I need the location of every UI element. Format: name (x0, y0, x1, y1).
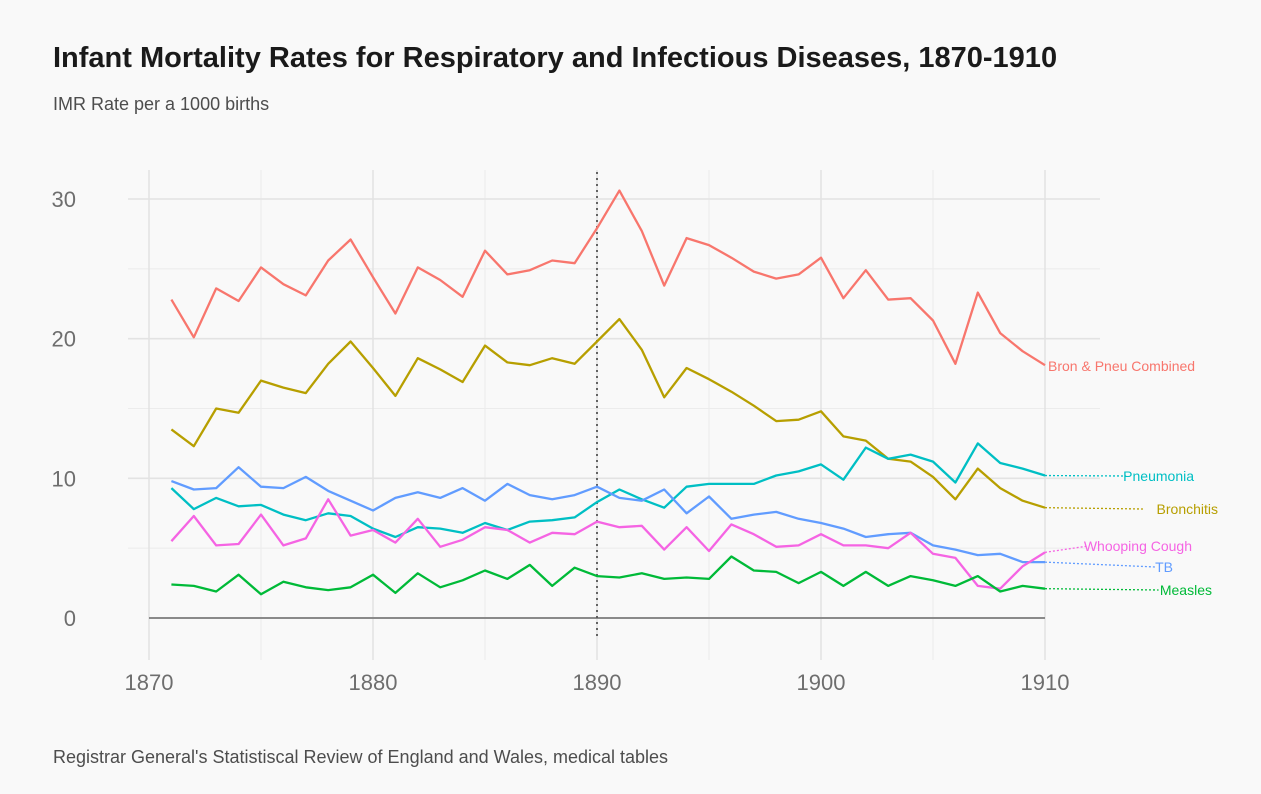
series-line-pneumonia (170, 442, 1046, 539)
series-line-bron-pneu-combined (170, 189, 1046, 367)
series-line-measles (171, 555, 1046, 596)
series-line-bronchitis (170, 317, 1046, 509)
x-tick-label-1910: 1910 (1021, 670, 1070, 695)
x-tick-label-1880: 1880 (349, 670, 398, 695)
x-tick-label-1890: 1890 (573, 670, 622, 695)
series-labels: Bron & Pneu Combined Bronchitis Pneumonia T… (1044, 358, 1218, 598)
series-label-bron-pneu-combined: Bron & Pneu Combined (1048, 358, 1195, 374)
chart-caption: Registrar General's Statistiscal Review … (53, 747, 669, 767)
label-leader-tb (1044, 561, 1156, 568)
y-tick-label-10: 10 (52, 466, 76, 491)
series-label-bronchitis: Bronchitis (1157, 501, 1218, 517)
series-line-tb (170, 466, 1045, 564)
y-tick-label-30: 30 (52, 187, 76, 212)
axes: 0 10 20 30 1870 1880 1890 1900 1910 (52, 187, 1070, 695)
x-tick-label-1900: 1900 (797, 670, 846, 695)
series-label-pneumonia: Pneumonia (1123, 468, 1194, 484)
series-label-measles: Measles (1160, 582, 1212, 598)
series-lines (170, 189, 1046, 596)
major-gridlines (128, 170, 1100, 660)
x-tick-label-1870: 1870 (125, 670, 174, 695)
y-tick-label-20: 20 (52, 327, 76, 352)
label-leader-bronchitis (1044, 507, 1144, 510)
chart-title: Infant Mortality Rates for Respiratory a… (53, 42, 1058, 74)
y-tick-label-0: 0 (64, 606, 76, 631)
series-line-whooping-cough (170, 498, 1046, 590)
series-label-tb: TB (1155, 559, 1173, 575)
series-label-whooping-cough: Whooping Cough (1084, 538, 1192, 554)
chart-subtitle: IMR Rate per a 1000 births (53, 94, 270, 114)
label-leader-measles (1044, 588, 1159, 591)
label-leader-whooping-cough (1044, 545, 1089, 553)
